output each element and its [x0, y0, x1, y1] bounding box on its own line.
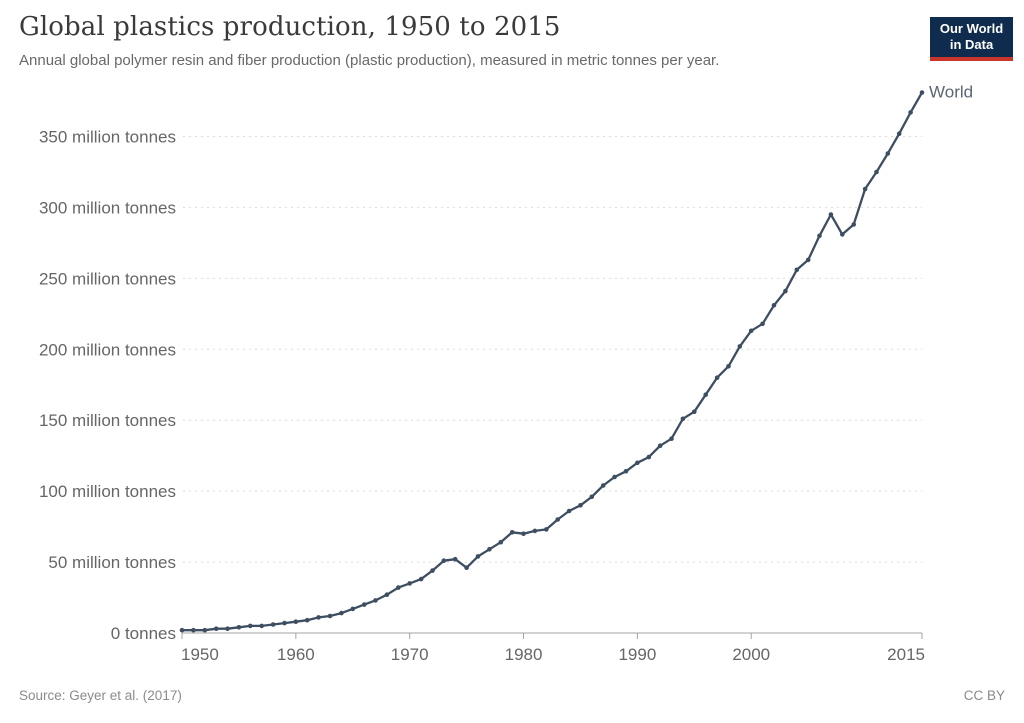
data-point-1979 [509, 530, 515, 535]
data-point-1992 [657, 443, 663, 449]
data-point-1962 [316, 615, 321, 620]
data-point-1999 [737, 344, 743, 349]
x-tick-label-2000: 2000 [732, 645, 770, 664]
data-point-1968 [384, 592, 390, 597]
data-point-1994 [680, 416, 686, 422]
data-point-1959 [282, 620, 287, 626]
data-point-1972 [430, 568, 435, 573]
data-point-2005 [805, 257, 811, 263]
data-point-1966 [361, 602, 367, 607]
data-point-1987 [600, 483, 606, 488]
data-point-1956 [248, 623, 253, 629]
data-point-1976 [475, 554, 481, 559]
owid-logo[interactable]: Our World in Data [930, 17, 1013, 61]
data-point-1978 [498, 539, 504, 545]
series-line-world [180, 91, 924, 632]
data-point-2007 [828, 212, 834, 217]
data-point-1995 [692, 409, 697, 415]
chart-title: Global plastics production, 1950 to 2015 [19, 12, 561, 42]
data-point-1990 [635, 460, 640, 466]
data-point-1980 [521, 531, 526, 536]
x-tick-label-1950: 1950 [181, 645, 219, 664]
y-tick-label-100: 100 million tonnes [39, 482, 176, 501]
data-point-1954 [225, 626, 230, 631]
x-tick-label-2015: 2015 [887, 645, 925, 664]
y-tick-label-150: 150 million tonnes [39, 411, 176, 430]
data-point-1981 [532, 528, 538, 534]
y-tick-label-300: 300 million tonnes [39, 198, 176, 217]
data-point-1989 [623, 469, 629, 474]
data-point-2014 [908, 110, 913, 115]
data-point-1950 [179, 627, 185, 633]
data-point-2004 [794, 267, 800, 273]
y-tick-label-200: 200 million tonnes [39, 340, 176, 359]
data-point-1957 [259, 623, 265, 629]
data-point-2003 [783, 288, 788, 294]
data-point-2013 [896, 131, 902, 136]
data-point-1953 [213, 626, 219, 631]
data-point-1982 [544, 527, 549, 532]
data-point-1973 [441, 558, 447, 563]
owid-logo-red-bar [930, 57, 1013, 61]
data-point-1983 [555, 517, 560, 522]
data-point-2015 [919, 90, 925, 95]
data-point-1964 [339, 610, 344, 616]
owid-logo-line2: in Data [949, 37, 994, 52]
data-point-1986 [589, 494, 595, 500]
chart-subtitle: Annual global polymer resin and fiber pr… [19, 52, 720, 69]
data-point-1993 [669, 436, 674, 442]
data-point-2002 [771, 303, 777, 308]
owid-logo-line1: Our World [939, 21, 1004, 36]
data-point-1967 [373, 598, 378, 603]
data-point-1969 [396, 585, 401, 590]
y-tick-label-250: 250 million tonnes [39, 269, 176, 288]
data-point-2009 [851, 222, 856, 227]
owid-logo-text: Our World in Data [930, 17, 1013, 57]
data-point-1988 [612, 474, 617, 480]
data-point-1958 [270, 622, 276, 627]
data-point-1970 [407, 581, 413, 586]
source-text[interactable]: Source: Geyer et al. (2017) [19, 688, 182, 703]
series-label-world: World [929, 83, 973, 102]
data-point-1996 [703, 392, 708, 398]
data-point-1985 [578, 503, 583, 508]
data-point-1977 [487, 547, 492, 552]
x-tick-label-1980: 1980 [505, 645, 543, 664]
data-point-1971 [418, 576, 424, 582]
data-point-1997 [714, 375, 720, 381]
data-point-1960 [293, 619, 299, 624]
data-point-1951 [191, 627, 196, 633]
data-point-2008 [840, 232, 845, 237]
data-point-1984 [566, 508, 572, 514]
x-tick-label-1960: 1960 [277, 645, 315, 664]
x-tick-label-1990: 1990 [618, 645, 656, 664]
data-point-2011 [874, 169, 879, 175]
data-point-1961 [304, 617, 310, 623]
y-tick-label-0: 0 tonnes [111, 624, 176, 643]
y-tick-label-50: 50 million tonnes [48, 553, 176, 572]
data-point-1991 [646, 454, 652, 460]
data-point-2010 [862, 186, 868, 192]
data-point-1955 [236, 625, 242, 630]
data-point-1963 [327, 613, 333, 619]
y-tick-label-350: 350 million tonnes [39, 128, 176, 147]
data-point-1998 [726, 364, 731, 369]
data-point-1965 [350, 606, 356, 612]
data-point-1975 [464, 565, 469, 570]
data-point-2000 [748, 328, 754, 334]
x-tick-label-1970: 1970 [391, 645, 429, 664]
data-point-2012 [885, 151, 891, 156]
data-point-1974 [452, 556, 458, 562]
data-point-2001 [760, 321, 765, 327]
license-link[interactable]: CC BY [963, 688, 1005, 703]
chart-footer: Source: Geyer et al. (2017) CC BY [19, 688, 1005, 703]
data-point-2006 [817, 233, 822, 239]
data-point-1952 [202, 627, 208, 633]
